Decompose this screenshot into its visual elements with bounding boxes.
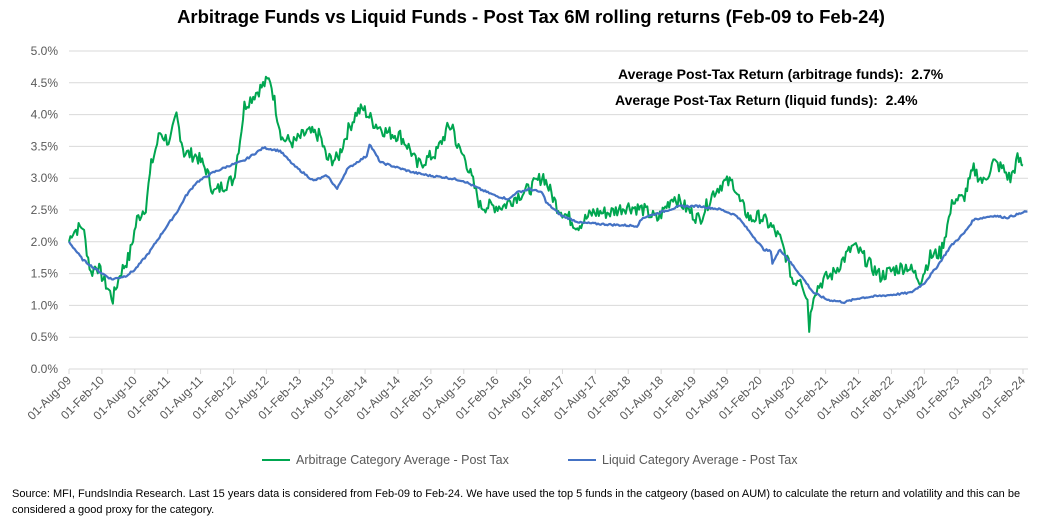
- y-tick-label: 1.0%: [31, 298, 59, 312]
- y-tick-label: 4.5%: [31, 76, 59, 90]
- annotation-arbitrage-average: Average Post-Tax Return (arbitrage funds…: [618, 66, 944, 82]
- y-tick-label: 3.5%: [31, 139, 59, 153]
- y-axis-tick-labels: 0.0% 0.5% 1.0% 1.5% 2.0% 2.5% 3.0% 3.5% 4.0% 4.5%…: [31, 44, 59, 376]
- series-line-liquid: [68, 143, 1028, 305]
- y-tick-label: 0.5%: [31, 330, 59, 344]
- y-tick-label: 5.0%: [31, 44, 59, 58]
- source-footnote: Source: MFI, FundsIndia Research. Last 1…: [12, 488, 1021, 516]
- y-tick-label: 0.0%: [31, 362, 59, 376]
- x-axis-tick-labels: 01-Aug-0901-Feb-1001-Aug-1001-Feb-1101-A…: [25, 369, 1028, 423]
- legend-item-arbitrage: Arbitrage Category Average - Post Tax: [262, 453, 509, 467]
- y-tick-label: 4.0%: [31, 108, 59, 122]
- series-line-arbitrage: [68, 75, 1024, 333]
- legend-swatch-blue: [568, 458, 596, 462]
- y-tick-label: 3.0%: [31, 171, 59, 185]
- legend-label-arbitrage: Arbitrage Category Average - Post Tax: [296, 453, 509, 467]
- chart-title: Arbitrage Funds vs Liquid Funds - Post T…: [177, 6, 885, 27]
- y-tick-label: 2.0%: [31, 235, 59, 249]
- y-tick-label: 2.5%: [31, 203, 59, 217]
- legend-swatch-green: [262, 458, 290, 462]
- gridlines: [69, 50, 1028, 370]
- y-tick-label: 1.5%: [31, 267, 59, 281]
- annotation-liquid-average: Average Post-Tax Return (liquid funds): …: [615, 92, 918, 108]
- legend-label-liquid: Liquid Category Average - Post Tax: [602, 453, 798, 467]
- series-lines: [68, 75, 1028, 333]
- legend-item-liquid: Liquid Category Average - Post Tax: [568, 453, 798, 467]
